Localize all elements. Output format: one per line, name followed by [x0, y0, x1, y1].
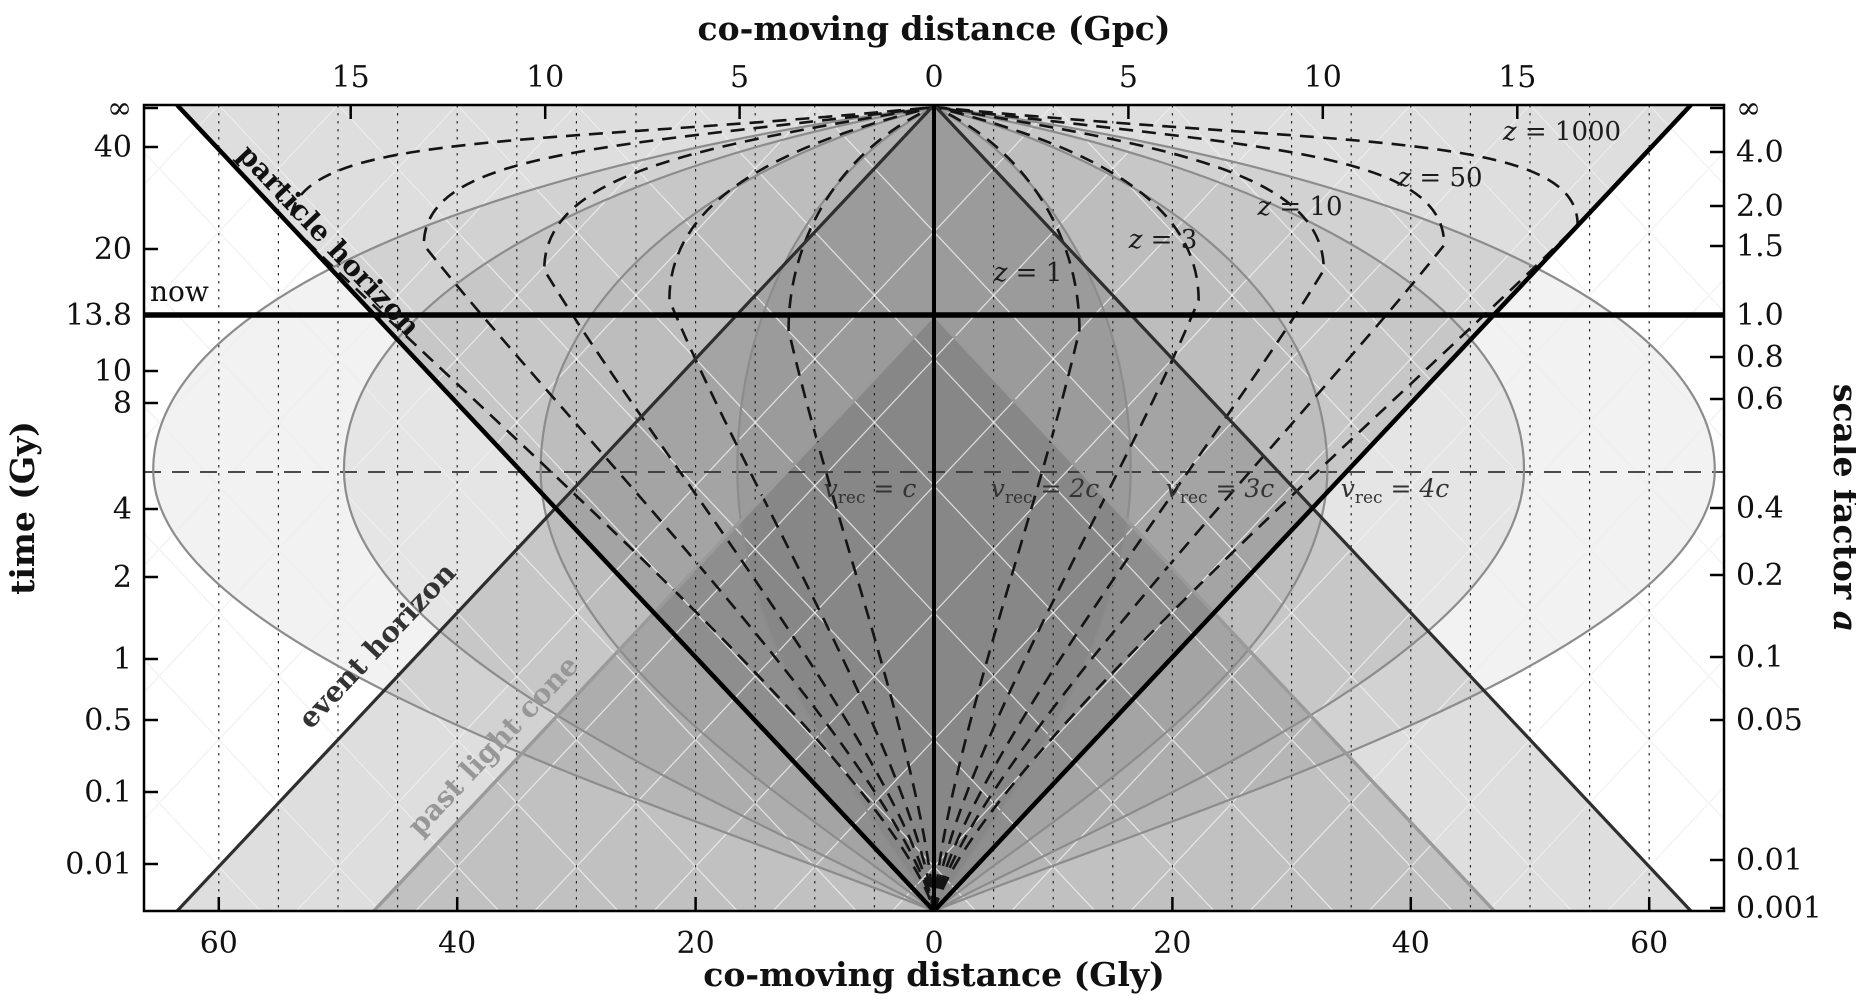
now-label: now [150, 275, 209, 308]
top-axis-tick-label: 5 [730, 60, 749, 95]
light-cone-grid-line [695, 105, 1453, 911]
right-axis-tick-label: 0.1 [1736, 640, 1784, 675]
light-cone-grid-line [1487, 659, 1724, 911]
top-axis-tick-label: 10 [1304, 60, 1342, 95]
left-axis-tick-label: 40 [94, 130, 132, 165]
right-axis-tick-label: ∞ [1736, 91, 1761, 126]
light-cone-grid-line [1130, 278, 1724, 911]
light-cone-grid-line [1011, 151, 1724, 911]
axis-ticks [144, 105, 1724, 911]
right-axis-tick-label: 0.8 [1736, 340, 1784, 375]
velocity-label-3c: vrec = 3c [1166, 474, 1275, 508]
right-axis-tick-label: 0.2 [1736, 558, 1784, 593]
light-cone-grid-over [144, 105, 1724, 911]
right-axis-tick-label: 4.0 [1736, 135, 1784, 170]
left-axis-tick-label: 0.01 [65, 847, 132, 882]
scale-factor-variable: a [1826, 611, 1856, 632]
left-axis-tick-label: 10 [94, 354, 132, 389]
light-cone-grid-line [144, 532, 500, 911]
light-cone-grid-line [144, 105, 339, 313]
light-cone-grid-line [1052, 105, 1724, 821]
right-axis-tick-label: 0.01 [1736, 843, 1803, 878]
bottom-axis-tick-label: 40 [1392, 926, 1430, 961]
light-cone-grid-line [1171, 105, 1724, 694]
left-axis-title: time (Gy) [3, 421, 42, 595]
redshift-contour-z-50 [422, 105, 1446, 911]
light-cone-grid-line [772, 105, 1531, 911]
bottom-axis-tick-label: 20 [1153, 926, 1191, 961]
light-cone-grid-line [1291, 105, 1724, 567]
bottom-axis-tick-label: 0 [924, 926, 943, 961]
right-axis-tick-label: 1.0 [1736, 298, 1784, 333]
light-cone-grid-line [1529, 105, 1724, 313]
top-axis-tick-label: 15 [1498, 60, 1536, 95]
light-cone-grid-line [144, 278, 738, 911]
top-axis-tick-label: 5 [1119, 60, 1138, 95]
redshift-labels: z = 1 z = 3 z = 10 z = 50 z = 1000 [993, 117, 1621, 288]
top-axis-tick-label: 10 [526, 60, 564, 95]
light-cone-grid-line [295, 105, 1054, 911]
light-cone-grid-line [144, 105, 458, 440]
left-axis-tick-label: 13.8 [65, 298, 132, 333]
light-cone-grid-line [337, 105, 1096, 911]
left-axis-tick-label: 0.5 [84, 703, 132, 738]
light-cone-grid-line [144, 105, 577, 567]
particle-horizon-line [932, 105, 1693, 911]
left-axis-tick-label: 20 [94, 232, 132, 267]
light-cone-grid-line [1368, 532, 1724, 911]
light-cone-grid-line [1410, 105, 1724, 440]
right-axis-tick-label: 0.05 [1736, 703, 1803, 738]
bottom-axis-title: co-moving distance (Gly) [703, 955, 1165, 994]
right-axis-tick-label: 0.6 [1736, 382, 1784, 417]
redshift-label-z-1: z = 1 [993, 258, 1063, 288]
horizon-lines [175, 105, 1693, 911]
left-axis-tick-label: 2 [113, 560, 132, 595]
light-cone-grid-line [144, 105, 697, 694]
particle-horizon-line [175, 105, 936, 911]
left-axis-tick-label: 4 [113, 492, 132, 527]
light-cone-grid-line [144, 151, 857, 911]
velocity-labels: vrec = c vrec = 2c vrec = 3c vrec = 4c [824, 474, 1450, 508]
bottom-axis-tick-label: 60 [200, 926, 238, 961]
light-cone-grid-line [144, 659, 381, 911]
light-cone-grid-line [814, 105, 1573, 911]
left-axis-tick-label: 1 [113, 642, 132, 677]
top-axis-tick-label: 15 [332, 60, 370, 95]
light-cone-grid-line [144, 405, 619, 911]
light-cone-grid-line [144, 105, 816, 821]
left-axis-tick-label: ∞ [107, 91, 132, 126]
redshift-label-z-10: z = 10 [1256, 192, 1342, 222]
bottom-axis-tick-label: 40 [438, 926, 476, 961]
right-axis-title: scale factor a [1826, 384, 1856, 632]
velocity-label-1c: vrec = c [824, 474, 917, 508]
left-axis-tick-label: 0.1 [84, 775, 132, 810]
right-axis-title-text: scale factor [1826, 384, 1856, 611]
light-cone-grid-line [534, 105, 1293, 911]
right-axis-tick-label: 0.4 [1736, 491, 1784, 526]
left-axis-tick-label: 8 [113, 386, 132, 421]
redshift-label-z-1000: z = 1000 [1502, 117, 1621, 147]
top-axis-tick-label: 0 [924, 60, 943, 95]
light-cone-grid-line [415, 105, 1173, 911]
bottom-axis-tick-label: 20 [677, 926, 715, 961]
light-cone-grid-line [1249, 405, 1724, 911]
velocity-label-2c: vrec = 2c [991, 474, 1100, 508]
right-axis-tick-label: 0.001 [1736, 891, 1822, 926]
top-axis-title: co-moving distance (Gpc) [698, 9, 1171, 48]
light-cone-grid-line [575, 105, 1334, 911]
right-axis-tick-label: 1.5 [1736, 229, 1784, 264]
velocity-label-4c: vrec = 4c [1341, 474, 1450, 508]
redshift-label-z-50: z = 50 [1396, 163, 1482, 193]
bottom-axis-tick-label: 60 [1630, 926, 1668, 961]
right-axis-tick-label: 2.0 [1736, 189, 1784, 224]
redshift-label-z-3: z = 3 [1128, 225, 1198, 255]
light-cone-grid-line [891, 105, 1650, 911]
